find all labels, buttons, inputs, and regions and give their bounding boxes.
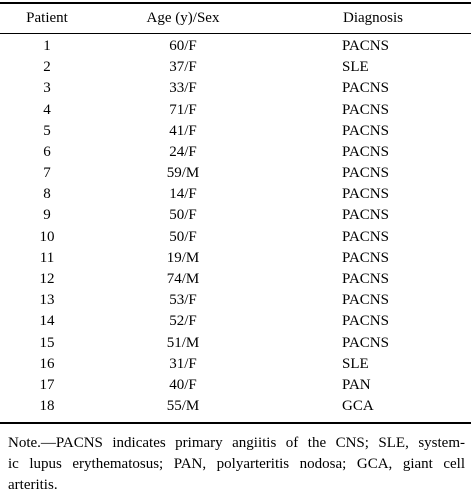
header-cell: Age (y)/Sex [146, 10, 220, 26]
table-cell: 3 [43, 80, 51, 97]
table-cell: PACNS [342, 207, 389, 224]
table-cell: 18 [39, 398, 55, 415]
table-cell: PACNS [342, 143, 389, 160]
table-cell: PACNS [342, 313, 389, 330]
table-cell: 14 [39, 313, 55, 330]
table-cell: SLE [342, 59, 369, 76]
table-cell: 55/M [166, 398, 200, 415]
header-rule [0, 33, 471, 34]
table-cell: 60/F [169, 38, 197, 54]
table-cell: PACNS [342, 270, 389, 287]
table-cell: 53/F [169, 292, 197, 309]
table-cell: 31/F [169, 355, 197, 372]
table-cell: GCA [342, 398, 374, 415]
table-cell: PACNS [342, 186, 389, 203]
table-cell: 1 [43, 38, 51, 54]
table-cell: PACNS [342, 165, 389, 182]
table-cell: PACNS [342, 249, 389, 266]
table-cell: 40/F [169, 376, 197, 393]
table-cell: 41/F [169, 122, 197, 139]
table-cell: 9 [43, 207, 51, 224]
table-cell: 19/M [166, 249, 200, 266]
top-rule [0, 2, 471, 4]
table-cell: 33/F [169, 80, 197, 97]
table-cell: PACNS [342, 122, 389, 139]
table-cell: 59/M [166, 165, 200, 182]
note-line: ic lupus erythematosus; PAN, polyarterit… [8, 456, 465, 472]
table-cell: 16 [39, 355, 55, 372]
table-cell: 37/F [169, 59, 197, 76]
table-cell: PACNS [342, 334, 389, 351]
table-cell: 4 [43, 101, 51, 118]
table-cell: 13 [39, 292, 55, 309]
table-cell: 7 [43, 165, 51, 182]
table-cell: 14/F [169, 186, 197, 203]
table-cell: 52/F [169, 313, 197, 330]
table-cell: 5 [43, 122, 51, 139]
table-cell: 6 [43, 143, 51, 160]
table-cell: PACNS [342, 80, 389, 97]
table-cell: 12 [39, 270, 55, 287]
note-line: arteritis. [8, 477, 58, 493]
table-cell: 51/M [166, 334, 200, 351]
table-cell: PACNS [342, 292, 389, 309]
table-cell: SLE [342, 355, 369, 372]
table-note: Note.—PACNS indicates primary angiitis o… [8, 433, 465, 496]
note-line: Note.—PACNS indicates primary angiitis o… [8, 435, 465, 451]
table-cell: PACNS [342, 228, 389, 245]
table-cell: 11 [39, 249, 55, 266]
table-cell: PACNS [342, 38, 389, 54]
table-cell: 71/F [169, 101, 197, 118]
table-cell: 2 [43, 59, 51, 76]
header-cell: Diagnosis [343, 10, 403, 26]
table-cell: 50/F [169, 228, 197, 245]
table-cell: 15 [39, 334, 55, 351]
table-cell: PAN [342, 376, 371, 393]
table-cell: 10 [39, 228, 55, 245]
table-cell: PACNS [342, 101, 389, 118]
table-cell: 50/F [169, 207, 197, 224]
table-cell: 8 [43, 186, 51, 203]
table-cell: 17 [39, 376, 55, 393]
table-cell: 74/M [166, 270, 200, 287]
bottom-rule [0, 422, 471, 424]
header-cell: Patient [26, 10, 68, 26]
table-cell: 24/F [169, 143, 197, 160]
